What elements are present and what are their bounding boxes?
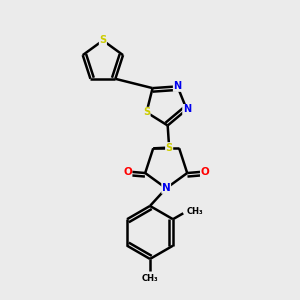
Text: S: S [99, 35, 106, 46]
Text: N: N [162, 183, 171, 193]
Text: N: N [183, 104, 191, 115]
Text: S: S [143, 107, 150, 117]
Text: O: O [200, 167, 209, 176]
Text: O: O [123, 167, 132, 176]
Text: S: S [166, 142, 173, 153]
Text: CH₃: CH₃ [186, 207, 203, 216]
Text: N: N [173, 81, 181, 92]
Text: CH₃: CH₃ [142, 274, 158, 283]
